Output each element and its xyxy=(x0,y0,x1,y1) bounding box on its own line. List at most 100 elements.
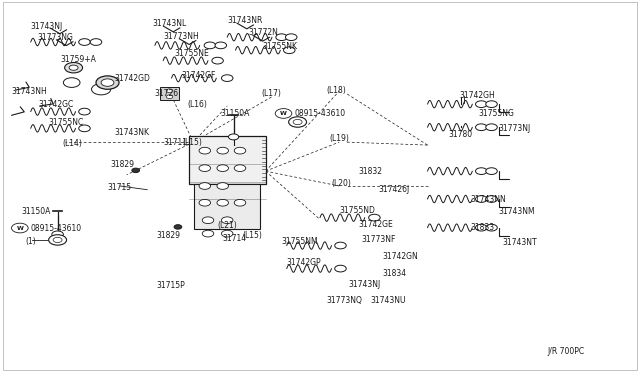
Circle shape xyxy=(486,196,497,202)
Circle shape xyxy=(65,62,83,73)
Circle shape xyxy=(90,39,102,45)
Text: 31714: 31714 xyxy=(223,234,247,243)
Circle shape xyxy=(217,183,228,189)
Circle shape xyxy=(476,101,487,108)
Text: W: W xyxy=(17,225,23,231)
Circle shape xyxy=(79,39,90,45)
Text: 317426J: 317426J xyxy=(379,185,410,194)
Text: 31773NJ: 31773NJ xyxy=(498,124,530,133)
Text: 31834: 31834 xyxy=(383,269,407,278)
Circle shape xyxy=(234,165,246,171)
Circle shape xyxy=(476,196,487,202)
Circle shape xyxy=(63,78,80,87)
Text: 31759+A: 31759+A xyxy=(61,55,97,64)
Text: 31829: 31829 xyxy=(157,231,181,240)
Text: 31742GP: 31742GP xyxy=(287,258,321,267)
Text: 31742GH: 31742GH xyxy=(460,92,495,100)
Text: 31711: 31711 xyxy=(163,138,187,147)
Text: 31773NF: 31773NF xyxy=(362,235,396,244)
Circle shape xyxy=(293,119,302,125)
Text: (L18): (L18) xyxy=(326,86,346,94)
Text: (L21): (L21) xyxy=(218,221,237,230)
FancyBboxPatch shape xyxy=(189,136,266,184)
Text: 31755NE: 31755NE xyxy=(174,49,209,58)
Circle shape xyxy=(96,76,119,89)
Text: 31150A: 31150A xyxy=(21,207,51,216)
Text: 31715P: 31715P xyxy=(157,281,186,290)
Text: 31832: 31832 xyxy=(358,167,383,176)
Text: (L19): (L19) xyxy=(330,134,349,143)
Circle shape xyxy=(69,65,78,70)
Circle shape xyxy=(204,42,216,49)
Circle shape xyxy=(486,224,497,231)
Text: 31773NH: 31773NH xyxy=(163,32,199,41)
Text: 31742GN: 31742GN xyxy=(383,252,419,261)
Circle shape xyxy=(101,79,114,86)
Circle shape xyxy=(217,199,228,206)
Circle shape xyxy=(199,199,211,206)
Text: 31755NK: 31755NK xyxy=(262,42,298,51)
Circle shape xyxy=(486,101,497,108)
Circle shape xyxy=(234,147,246,154)
Circle shape xyxy=(215,42,227,49)
Text: (L16): (L16) xyxy=(187,100,207,109)
Text: 31742GE: 31742GE xyxy=(358,220,393,229)
Text: 31780: 31780 xyxy=(448,130,472,139)
Text: (L15): (L15) xyxy=(242,231,262,240)
Circle shape xyxy=(221,217,233,224)
Text: W: W xyxy=(280,111,287,116)
Circle shape xyxy=(166,89,173,93)
Text: 31833: 31833 xyxy=(470,223,495,232)
Text: 31726: 31726 xyxy=(155,89,179,98)
Circle shape xyxy=(212,57,223,64)
Text: 31755NM: 31755NM xyxy=(282,237,318,246)
Text: 31742GD: 31742GD xyxy=(114,74,150,83)
Text: 31755ND: 31755ND xyxy=(339,206,375,215)
Text: 31829: 31829 xyxy=(110,160,134,169)
Text: 31755NC: 31755NC xyxy=(48,118,83,126)
Text: 31715: 31715 xyxy=(108,183,132,192)
Text: 31743NJ: 31743NJ xyxy=(31,22,63,31)
Circle shape xyxy=(199,165,211,171)
Text: (L14): (L14) xyxy=(63,139,83,148)
Text: (L20): (L20) xyxy=(332,179,351,187)
Circle shape xyxy=(53,237,62,243)
Text: 31743NN: 31743NN xyxy=(470,195,506,203)
Text: 31773NG: 31773NG xyxy=(37,33,73,42)
Text: J/R 700PC: J/R 700PC xyxy=(547,347,584,356)
Text: 31743NK: 31743NK xyxy=(114,128,149,137)
Circle shape xyxy=(486,168,497,174)
Circle shape xyxy=(217,165,228,171)
Text: 31743NU: 31743NU xyxy=(370,296,405,305)
Circle shape xyxy=(221,230,233,237)
Text: 31150A: 31150A xyxy=(221,109,250,118)
Circle shape xyxy=(132,168,140,173)
Text: 31743NH: 31743NH xyxy=(12,87,47,96)
Circle shape xyxy=(234,199,246,206)
Text: 08915-43610: 08915-43610 xyxy=(294,109,346,118)
Circle shape xyxy=(199,183,211,189)
Text: 31742GF: 31742GF xyxy=(181,71,216,80)
Circle shape xyxy=(202,230,214,237)
Text: 31743NM: 31743NM xyxy=(498,207,534,216)
Circle shape xyxy=(335,265,346,272)
Circle shape xyxy=(486,124,497,131)
Circle shape xyxy=(174,225,182,229)
Circle shape xyxy=(221,75,233,81)
Text: 31755NG: 31755NG xyxy=(479,109,515,118)
Circle shape xyxy=(276,34,287,41)
Circle shape xyxy=(369,214,380,221)
Circle shape xyxy=(217,147,228,154)
Circle shape xyxy=(476,168,487,174)
Circle shape xyxy=(476,224,487,231)
Text: (L15): (L15) xyxy=(182,138,202,147)
Circle shape xyxy=(52,231,63,238)
Circle shape xyxy=(79,108,90,115)
Circle shape xyxy=(285,34,297,41)
Circle shape xyxy=(335,242,346,249)
Text: 08915-43610: 08915-43610 xyxy=(31,224,82,232)
Circle shape xyxy=(476,124,487,131)
Text: 31743NT: 31743NT xyxy=(502,238,537,247)
Text: 31743NJ: 31743NJ xyxy=(349,280,381,289)
Circle shape xyxy=(199,147,211,154)
